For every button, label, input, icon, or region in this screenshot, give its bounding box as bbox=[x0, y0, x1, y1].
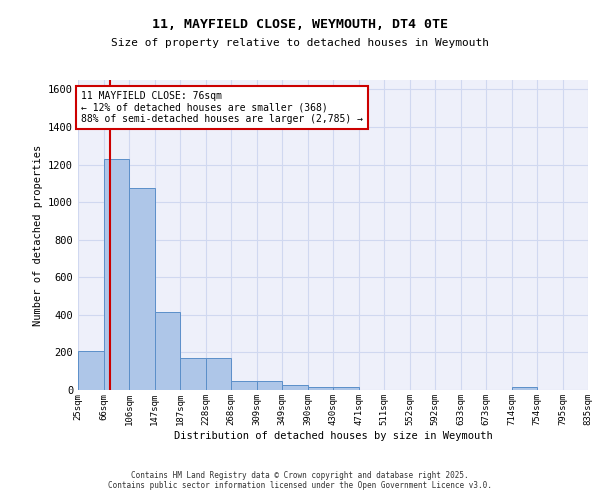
Text: Size of property relative to detached houses in Weymouth: Size of property relative to detached ho… bbox=[111, 38, 489, 48]
Bar bbox=[206, 358, 231, 390]
Text: Contains HM Land Registry data © Crown copyright and database right 2025.
Contai: Contains HM Land Registry data © Crown c… bbox=[108, 470, 492, 490]
Bar bbox=[129, 188, 155, 390]
Bar bbox=[180, 358, 206, 390]
Bar bbox=[282, 386, 308, 390]
Bar bbox=[308, 387, 333, 390]
Text: 11 MAYFIELD CLOSE: 76sqm
← 12% of detached houses are smaller (368)
88% of semi-: 11 MAYFIELD CLOSE: 76sqm ← 12% of detach… bbox=[81, 92, 363, 124]
Bar bbox=[78, 352, 104, 390]
Bar bbox=[257, 381, 282, 390]
Bar bbox=[155, 312, 180, 390]
Bar bbox=[231, 381, 257, 390]
Bar bbox=[104, 158, 129, 390]
Y-axis label: Number of detached properties: Number of detached properties bbox=[32, 144, 43, 326]
Bar bbox=[333, 387, 359, 390]
Text: 11, MAYFIELD CLOSE, WEYMOUTH, DT4 0TE: 11, MAYFIELD CLOSE, WEYMOUTH, DT4 0TE bbox=[152, 18, 448, 30]
Bar bbox=[512, 388, 537, 390]
X-axis label: Distribution of detached houses by size in Weymouth: Distribution of detached houses by size … bbox=[173, 430, 493, 440]
